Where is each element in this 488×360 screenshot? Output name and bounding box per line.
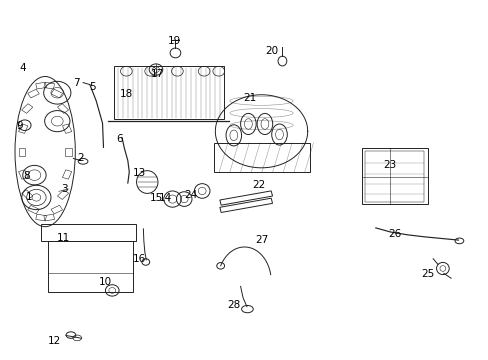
Bar	[58, 104, 68, 113]
Bar	[28, 89, 39, 98]
Text: 24: 24	[184, 190, 197, 201]
Text: 5: 5	[89, 82, 96, 93]
Bar	[21, 104, 33, 113]
Text: 19: 19	[167, 36, 180, 46]
Bar	[362, 148, 427, 204]
Bar	[44, 82, 55, 89]
Text: 7: 7	[73, 78, 80, 89]
Text: 25: 25	[421, 269, 434, 279]
Bar	[21, 190, 33, 199]
Bar	[62, 170, 72, 179]
Bar	[48, 241, 133, 292]
Text: 28: 28	[227, 300, 240, 310]
Bar	[19, 124, 28, 134]
Text: 2: 2	[77, 153, 84, 163]
Bar	[214, 143, 309, 172]
Text: 11: 11	[57, 233, 70, 243]
Text: 21: 21	[243, 93, 256, 103]
Bar	[36, 82, 46, 89]
Bar	[36, 214, 46, 221]
Text: 13: 13	[132, 168, 145, 178]
Bar	[51, 205, 62, 214]
Bar	[58, 190, 68, 199]
Text: 14: 14	[159, 193, 172, 203]
Text: 20: 20	[264, 46, 278, 56]
Bar	[365, 151, 424, 202]
Text: 22: 22	[252, 180, 265, 190]
Text: 1: 1	[26, 193, 33, 202]
Text: 15: 15	[149, 193, 163, 203]
Bar	[51, 89, 62, 98]
Bar	[114, 66, 223, 119]
Bar	[44, 214, 55, 221]
Text: 23: 23	[383, 160, 396, 170]
Text: 17: 17	[150, 69, 163, 78]
Bar	[19, 170, 28, 179]
Text: 4: 4	[19, 63, 25, 73]
Text: 16: 16	[133, 254, 146, 264]
Bar	[28, 205, 39, 214]
Text: 10: 10	[98, 277, 111, 287]
Text: 6: 6	[117, 134, 123, 144]
Text: 26: 26	[388, 229, 401, 239]
Text: 18: 18	[120, 89, 133, 99]
Bar	[41, 224, 136, 241]
Text: 9: 9	[17, 121, 23, 131]
Bar	[19, 148, 25, 156]
Text: 12: 12	[48, 336, 61, 346]
Bar	[62, 124, 72, 134]
Text: 8: 8	[23, 171, 29, 181]
Text: 27: 27	[254, 235, 267, 245]
Bar	[220, 191, 272, 205]
Text: 3: 3	[61, 184, 68, 194]
Bar	[220, 198, 272, 212]
Bar	[65, 148, 72, 156]
